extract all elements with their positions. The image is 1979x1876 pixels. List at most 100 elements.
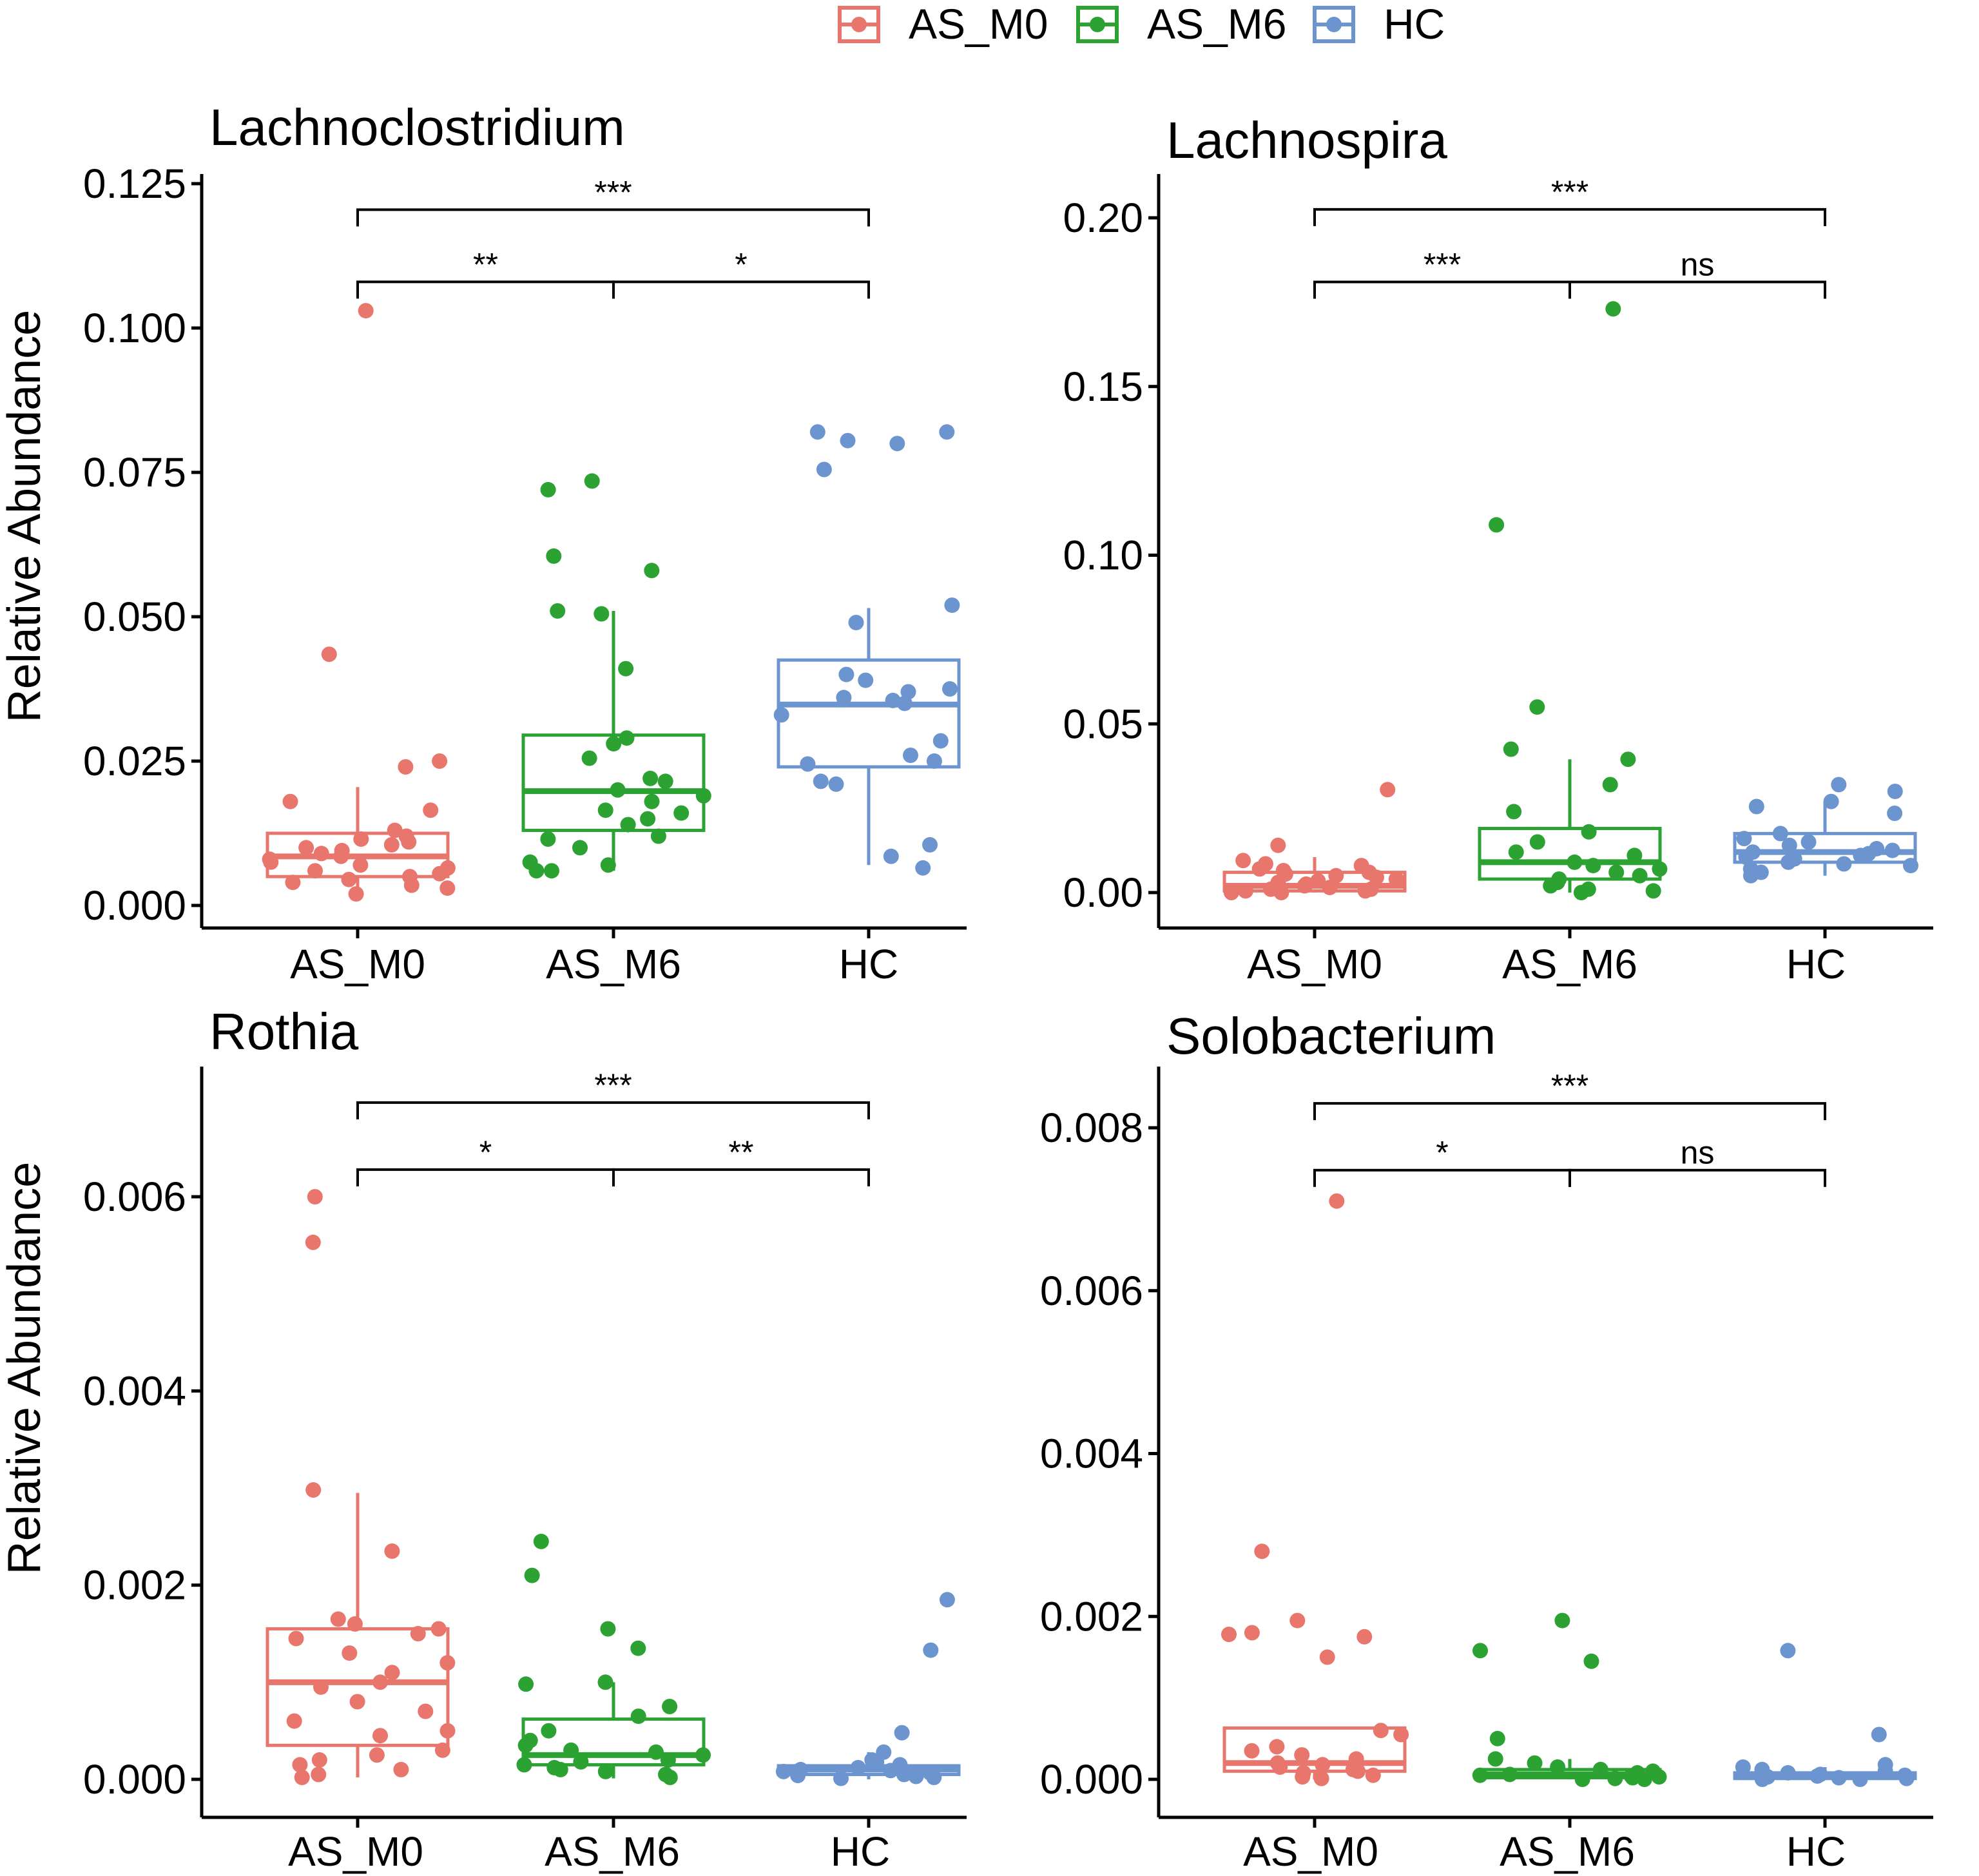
x-tick-label-as-m0: AS_M0 (1247, 941, 1382, 987)
points-hc (1736, 777, 1918, 884)
data-point (1810, 1768, 1826, 1784)
data-point (1251, 861, 1268, 877)
y-axis-label: Relative Abundance (0, 310, 50, 722)
data-point (439, 1655, 456, 1671)
data-point (1294, 1747, 1310, 1763)
data-point (597, 1763, 613, 1779)
data-point (869, 1754, 885, 1770)
data-point (1529, 699, 1545, 715)
data-point (828, 776, 844, 792)
data-point (1328, 867, 1344, 884)
data-point (307, 1189, 323, 1204)
data-point (1357, 883, 1373, 899)
data-point (896, 695, 912, 711)
data-point (840, 432, 856, 449)
data-point (330, 1611, 346, 1627)
significance-bracket (356, 1168, 615, 1186)
data-point (307, 863, 323, 879)
data-point (1800, 834, 1817, 850)
data-point (1310, 873, 1326, 889)
significance-bracket (1313, 1102, 1826, 1121)
data-point (889, 436, 905, 452)
data-point (347, 1616, 363, 1632)
data-point (563, 1742, 579, 1758)
data-point (662, 1770, 678, 1785)
data-point (644, 563, 660, 579)
y-tick-label: 0.10 (1063, 532, 1143, 579)
data-point (1652, 861, 1668, 877)
y-tick-label: 0.05 (1063, 701, 1143, 747)
data-point (418, 1703, 434, 1719)
x-tick-label-as-m0: AS_M0 (288, 1828, 423, 1875)
y-tick-label: 0.000 (1040, 1756, 1143, 1803)
data-point (1772, 826, 1788, 842)
data-point (1836, 856, 1852, 872)
significance-brackets (356, 1101, 870, 1186)
data-point (926, 1770, 942, 1785)
data-point (410, 1626, 426, 1641)
legend-item-as-m0: AS_M0 (838, 0, 1048, 48)
data-point (541, 1723, 557, 1739)
data-point (516, 1757, 532, 1773)
data-point (1748, 798, 1764, 815)
data-point (790, 1768, 806, 1783)
data-point (1373, 1723, 1389, 1739)
points-as-m0 (286, 1189, 456, 1785)
x-tick-label-as-m0: AS_M0 (290, 941, 425, 987)
data-point (858, 672, 874, 688)
data-point (1501, 1766, 1518, 1783)
data-point (695, 788, 711, 804)
points-as-m6 (1472, 1612, 1667, 1787)
y-axis-label: Relative Abundance (0, 1162, 50, 1574)
data-point (809, 424, 825, 440)
significance-bracket (1569, 1168, 1826, 1187)
y-tick-label: 0.00 (1063, 869, 1143, 916)
data-point (923, 1642, 939, 1658)
data-point (1592, 1761, 1608, 1777)
box-iqr (1733, 831, 1917, 864)
y-tick-label: 0.075 (83, 449, 186, 496)
significance-bracket (356, 280, 615, 299)
significance-label-m0-hc: *** (1551, 1068, 1588, 1104)
data-point (372, 1728, 388, 1744)
data-point (1605, 301, 1621, 317)
data-point (630, 1640, 646, 1656)
legend-key-dot (851, 17, 867, 32)
data-point (1781, 854, 1797, 870)
data-point (1489, 517, 1505, 533)
data-point (606, 736, 622, 752)
data-point (286, 1713, 302, 1729)
data-point (903, 748, 918, 763)
y-tick-label: 0.15 (1063, 363, 1143, 410)
axes: 0.00 0.05 0.10 0.15 0.20 (1063, 174, 1933, 938)
data-point (288, 1630, 304, 1647)
panel-rothia: Rothia Relative Abundance AS_M0 AS_M6 HC… (0, 1003, 967, 1875)
significance-label-m0-m6: * (1436, 1135, 1448, 1171)
significance-label-m0-hc: *** (594, 1067, 632, 1103)
data-point (883, 1763, 899, 1779)
significance-label-m6-hc: ns (1681, 246, 1715, 282)
y-tick-label: 0.000 (83, 1756, 186, 1803)
data-point (434, 1742, 450, 1758)
axes: 0.000 0.002 0.004 0.006 0.008 (1040, 1067, 1933, 1828)
data-point (775, 1763, 791, 1779)
data-point (1871, 1726, 1887, 1743)
data-point (600, 857, 616, 873)
significance-labels: *** * ** (479, 1067, 754, 1170)
data-point (581, 750, 597, 766)
data-point (432, 753, 448, 769)
data-point (552, 1761, 568, 1777)
significance-label-m0-m6: *** (1424, 246, 1461, 282)
data-point (384, 1543, 400, 1559)
data-point (597, 1674, 613, 1690)
data-point (619, 730, 635, 746)
data-point (321, 646, 337, 662)
significance-label-m6-hc: * (735, 246, 747, 282)
points-hc (775, 1592, 955, 1786)
data-point (1273, 885, 1289, 900)
data-point (896, 1766, 912, 1783)
points-as-m0 (262, 303, 456, 902)
y-tick-label: 0.004 (83, 1368, 186, 1414)
panel-title: Solobacterium (1166, 1007, 1496, 1065)
axes: 0.000 0.002 0.004 0.006 (83, 1067, 967, 1828)
